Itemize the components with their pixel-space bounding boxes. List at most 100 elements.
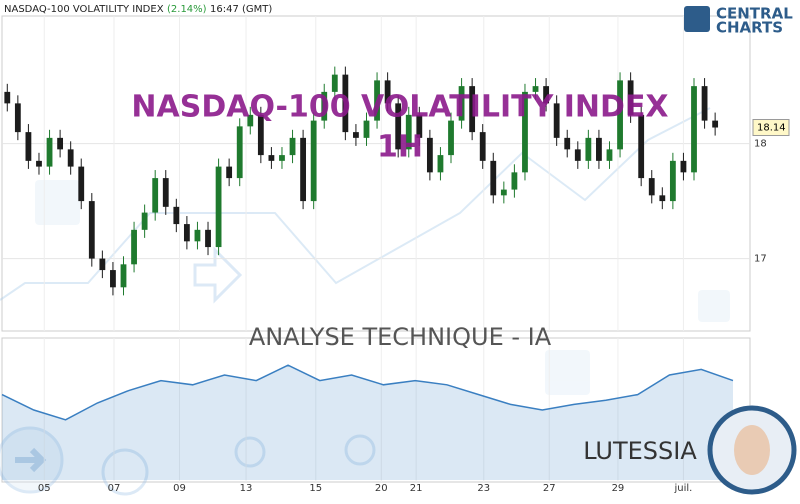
- candle-body: [268, 155, 275, 161]
- candle-body: [226, 166, 233, 179]
- candle-body: [680, 160, 687, 173]
- candle-body: [574, 149, 581, 161]
- candle-body: [310, 120, 317, 202]
- candle-body: [257, 114, 264, 156]
- candle-body: [606, 149, 613, 161]
- candle-body: [405, 114, 412, 150]
- candle-body: [384, 80, 391, 104]
- candle-body: [543, 86, 550, 104]
- candle-body: [532, 86, 539, 92]
- candle-body: [511, 172, 518, 190]
- candle-body: [363, 120, 370, 138]
- candle-body: [585, 137, 592, 161]
- candle-body: [448, 120, 454, 156]
- x-tick-label: 29: [612, 483, 625, 494]
- x-tick-label: 05: [38, 483, 51, 494]
- candle-body: [669, 160, 676, 202]
- candle-body: [194, 229, 201, 242]
- y-tick-label: 17: [754, 254, 767, 265]
- candle-body: [88, 201, 95, 259]
- candle-body: [289, 137, 296, 156]
- candle-body: [279, 155, 285, 161]
- candle-body: [395, 103, 402, 150]
- candle-body: [648, 178, 655, 196]
- last-price: 18.14: [757, 123, 786, 134]
- candle-body: [331, 74, 338, 92]
- candle-body: [205, 229, 211, 248]
- candle-body: [4, 91, 11, 104]
- x-tick-label: 20: [375, 483, 388, 494]
- logo-text: CENTRAL: [716, 5, 793, 23]
- candle-body: [426, 137, 433, 173]
- candle-body: [173, 206, 180, 225]
- x-tick-label: 13: [240, 483, 253, 494]
- candle-body: [712, 120, 719, 128]
- candle-body: [479, 132, 486, 161]
- watermark-decor: [0, 107, 730, 496]
- candle-body: [321, 91, 328, 121]
- x-tick-label: 07: [108, 483, 121, 494]
- candle-body: [25, 132, 32, 161]
- candle-body: [183, 224, 190, 242]
- x-tick-label: juil.: [674, 483, 693, 494]
- main-panel: [1, 15, 751, 332]
- price-tag: [752, 119, 790, 137]
- candle-body: [353, 132, 359, 138]
- candle-body: [500, 189, 507, 196]
- candle-body: [36, 160, 42, 167]
- candle-body: [458, 86, 465, 121]
- x-tick-label: 23: [477, 483, 490, 494]
- candle-body: [46, 137, 53, 167]
- candle-body: [152, 178, 159, 213]
- candle-body: [617, 80, 623, 150]
- indicator-line: [1, 364, 734, 421]
- candle-body: [14, 103, 21, 133]
- candle-body: [78, 166, 85, 202]
- candle-body: [691, 86, 697, 173]
- candle-body: [701, 86, 708, 121]
- candle-body: [342, 74, 349, 133]
- candle-body: [564, 137, 571, 150]
- logo-icon: [684, 6, 710, 32]
- candle-body: [57, 137, 64, 150]
- candle-body: [236, 126, 243, 179]
- plot: 17 18 05 07 09 13 15 20 21 23 27 29 juil. 18.14: [1, 16, 790, 494]
- candle-body: [522, 91, 528, 173]
- candle-body: [627, 80, 634, 115]
- candle-body: [416, 114, 423, 138]
- candle-body: [120, 264, 127, 288]
- candle-body: [110, 270, 116, 288]
- logo-text: CHARTS: [716, 19, 783, 37]
- candle-body: [67, 149, 74, 167]
- watermark-subtitle: 1H: [377, 130, 423, 165]
- candle-body: [374, 80, 380, 121]
- brand: LUTESSIA: [583, 437, 697, 465]
- time: 16:47 (GMT): [210, 4, 272, 15]
- candle-body: [247, 114, 254, 127]
- candle-body: [99, 258, 106, 271]
- indicator-area: [2, 365, 733, 480]
- x-tick-label: 27: [543, 483, 556, 494]
- y-tick-label: 18: [754, 139, 767, 150]
- symbol: NASDAQ-100 VOLATILITY INDEX: [4, 4, 164, 15]
- change: (2.14%): [167, 4, 207, 15]
- x-tick-label: 21: [410, 483, 423, 494]
- candle-body: [659, 195, 666, 202]
- candle-body: [131, 229, 137, 265]
- candle-body: [596, 137, 602, 161]
- candle-body: [638, 114, 645, 179]
- candle-body: [469, 86, 476, 133]
- candle-body: [215, 166, 222, 248]
- candle-body: [300, 137, 307, 202]
- candle-body: [162, 178, 169, 207]
- caption: ANALYSE TECHNIQUE - IA: [249, 323, 552, 351]
- candle-body: [553, 103, 560, 138]
- watermark-title: NASDAQ-100 VOLATILITY INDEX: [131, 90, 668, 125]
- candle-body: [141, 212, 148, 230]
- candle-body: [490, 160, 497, 196]
- candle-body: [437, 155, 444, 173]
- x-tick-label: 09: [173, 483, 186, 494]
- x-tick-label: 15: [309, 483, 322, 494]
- avatar-face: [734, 425, 770, 475]
